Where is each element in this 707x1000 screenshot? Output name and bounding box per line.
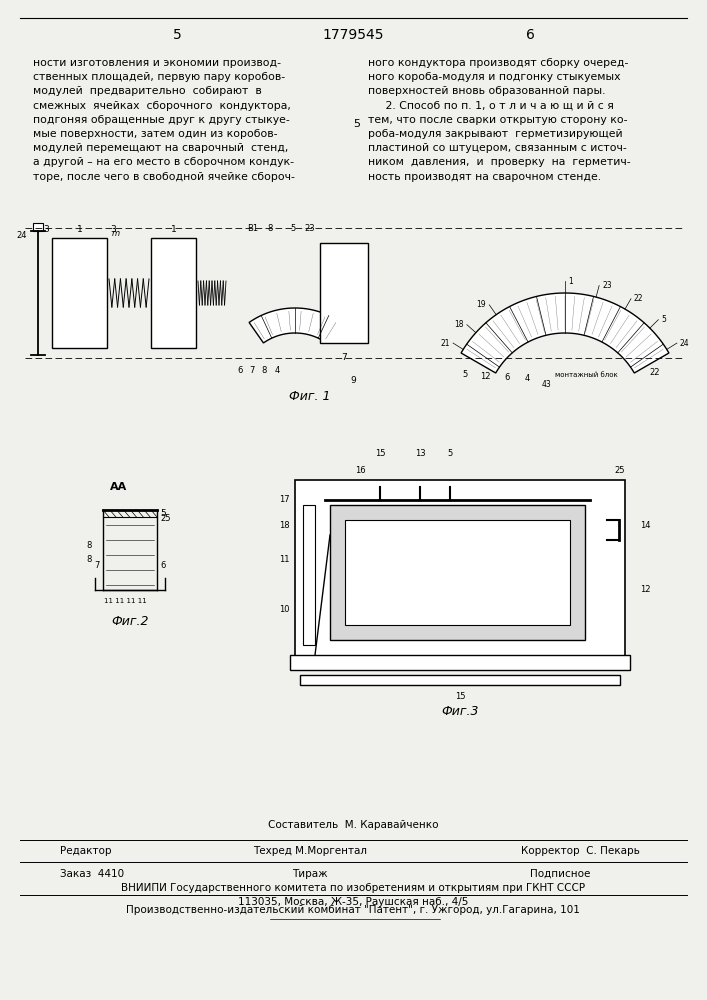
Text: 24: 24 <box>680 339 689 348</box>
Text: 15: 15 <box>375 449 385 458</box>
Text: 8: 8 <box>87 540 92 550</box>
Text: Заказ  4410: Заказ 4410 <box>60 869 124 879</box>
Text: 5: 5 <box>661 315 666 324</box>
Text: 3: 3 <box>110 225 116 234</box>
Text: 4: 4 <box>274 366 280 375</box>
Text: Редактор: Редактор <box>60 846 112 856</box>
Text: 2. Способ по п. 1, о т л и ч а ю щ и й с я: 2. Способ по п. 1, о т л и ч а ю щ и й с… <box>368 101 614 111</box>
Text: Техред М.Моргентал: Техред М.Моргентал <box>253 846 367 856</box>
Text: Фиг. 1: Фиг. 1 <box>289 390 331 403</box>
Polygon shape <box>249 308 341 343</box>
Text: 23: 23 <box>602 281 612 290</box>
Text: а другой – на его место в сборочном кондук-: а другой – на его место в сборочном конд… <box>33 157 294 167</box>
Text: Фиг.2: Фиг.2 <box>111 615 148 628</box>
Text: 5: 5 <box>354 119 361 129</box>
Text: модулей  предварительно  собирают  в: модулей предварительно собирают в <box>33 86 262 96</box>
Text: 7: 7 <box>341 353 347 362</box>
Text: 6: 6 <box>504 373 510 382</box>
Text: 5: 5 <box>160 508 165 518</box>
Text: Тираж: Тираж <box>292 869 328 879</box>
Text: модулей перемещают на сварочный  стенд,: модулей перемещают на сварочный стенд, <box>33 143 288 153</box>
Text: 22: 22 <box>650 368 660 377</box>
Text: ником  давления,  и  проверку  на  герметич-: ником давления, и проверку на герметич- <box>368 157 631 167</box>
Text: 11: 11 <box>279 556 290 564</box>
Text: 18: 18 <box>279 520 290 530</box>
Text: пластиной со штуцером, связанным с источ-: пластиной со штуцером, связанным с источ… <box>368 143 626 153</box>
Text: ность производят на сварочном стенде.: ность производят на сварочном стенде. <box>368 172 601 182</box>
Bar <box>303 505 315 645</box>
Text: 5: 5 <box>173 28 182 42</box>
Text: 17: 17 <box>279 495 290 504</box>
Text: 11 11 11 11: 11 11 11 11 <box>104 598 146 604</box>
Text: 8: 8 <box>262 366 267 375</box>
Text: 113035, Москва, Ж-35, Раушская наб., 4/5: 113035, Москва, Ж-35, Раушская наб., 4/5 <box>238 897 468 907</box>
Text: 15: 15 <box>455 692 465 701</box>
Text: мые поверхности, затем один из коробов-: мые поверхности, затем один из коробов- <box>33 129 278 139</box>
Text: ственных площадей, первую пару коробов-: ственных площадей, первую пару коробов- <box>33 72 285 82</box>
Text: Составитель  М. Каравайченко: Составитель М. Каравайченко <box>268 820 438 830</box>
Polygon shape <box>461 293 669 373</box>
Text: 23: 23 <box>305 224 315 233</box>
Text: 21: 21 <box>440 339 450 348</box>
Text: 25: 25 <box>160 514 170 523</box>
Text: ности изготовления и экономии производ-: ности изготовления и экономии производ- <box>33 58 281 68</box>
Text: ВНИИПИ Государственного комитета по изобретениям и открытиям при ГКНТ СССР: ВНИИПИ Государственного комитета по изоб… <box>121 883 585 893</box>
Bar <box>295 480 625 670</box>
Text: 12: 12 <box>640 585 650 594</box>
Text: ного кондуктора производят сборку очеред-: ного кондуктора производят сборку очеред… <box>368 58 629 68</box>
Text: роба-модуля закрывают  герметизирующей: роба-модуля закрывают герметизирующей <box>368 129 623 139</box>
Text: 8: 8 <box>87 556 92 564</box>
Text: 8: 8 <box>267 224 272 233</box>
Bar <box>345 520 570 625</box>
Text: 3: 3 <box>43 225 49 234</box>
Text: 25: 25 <box>615 466 625 475</box>
Text: 1779545: 1779545 <box>322 28 384 42</box>
Text: торе, после чего в свободной ячейке сбороч-: торе, после чего в свободной ячейке сбор… <box>33 172 295 182</box>
Text: Подписное: Подписное <box>530 869 590 879</box>
Text: 5: 5 <box>462 370 467 379</box>
Text: m: m <box>112 229 120 238</box>
Text: 5: 5 <box>448 449 452 458</box>
Text: 24: 24 <box>16 232 27 240</box>
Text: Производственно-издательский комбинат "Патент", г. Ужгород, ул.Гагарина, 101: Производственно-издательский комбинат "П… <box>126 905 580 915</box>
Text: 14: 14 <box>640 520 650 530</box>
Text: смежных  ячейках  сборочного  кондуктора,: смежных ячейках сборочного кондуктора, <box>33 101 291 111</box>
Text: 1: 1 <box>170 225 176 234</box>
Text: ного короба-модуля и подгонку стыкуемых: ного короба-модуля и подгонку стыкуемых <box>368 72 621 82</box>
Text: 43: 43 <box>542 380 552 389</box>
Text: 22: 22 <box>634 294 643 303</box>
Text: монтажный блок: монтажный блок <box>555 372 618 378</box>
Text: поверхностей вновь образованной пары.: поверхностей вновь образованной пары. <box>368 86 605 96</box>
Text: 7: 7 <box>95 560 100 570</box>
Bar <box>300 675 620 685</box>
Text: АА: АА <box>110 482 127 492</box>
Text: 16: 16 <box>355 466 366 475</box>
Text: 6: 6 <box>160 560 165 570</box>
Text: B1: B1 <box>247 224 258 233</box>
Bar <box>330 505 585 640</box>
Text: 6: 6 <box>238 366 243 375</box>
Text: 6: 6 <box>525 28 534 42</box>
Text: 1: 1 <box>568 276 573 286</box>
Text: подгоняя обращенные друг к другу стыкуе-: подгоняя обращенные друг к другу стыкуе- <box>33 115 290 125</box>
Text: 9: 9 <box>350 376 356 385</box>
Bar <box>52 238 107 348</box>
Text: Фиг.3: Фиг.3 <box>441 705 479 718</box>
Text: 19: 19 <box>477 300 486 309</box>
Text: 10: 10 <box>279 605 290 614</box>
Text: 7: 7 <box>250 366 255 375</box>
Text: Корректор  С. Пекарь: Корректор С. Пекарь <box>520 846 639 856</box>
Text: 18: 18 <box>455 320 464 329</box>
Bar <box>151 238 196 348</box>
Text: 5: 5 <box>290 224 296 233</box>
Bar <box>320 243 368 343</box>
Text: тем, что после сварки открытую сторону ко-: тем, что после сварки открытую сторону к… <box>368 115 628 125</box>
Bar <box>33 223 43 231</box>
Text: 4: 4 <box>525 374 530 383</box>
Text: 13: 13 <box>415 449 426 458</box>
Text: 1: 1 <box>76 225 83 234</box>
Bar <box>290 655 630 670</box>
Text: 12: 12 <box>480 372 490 381</box>
